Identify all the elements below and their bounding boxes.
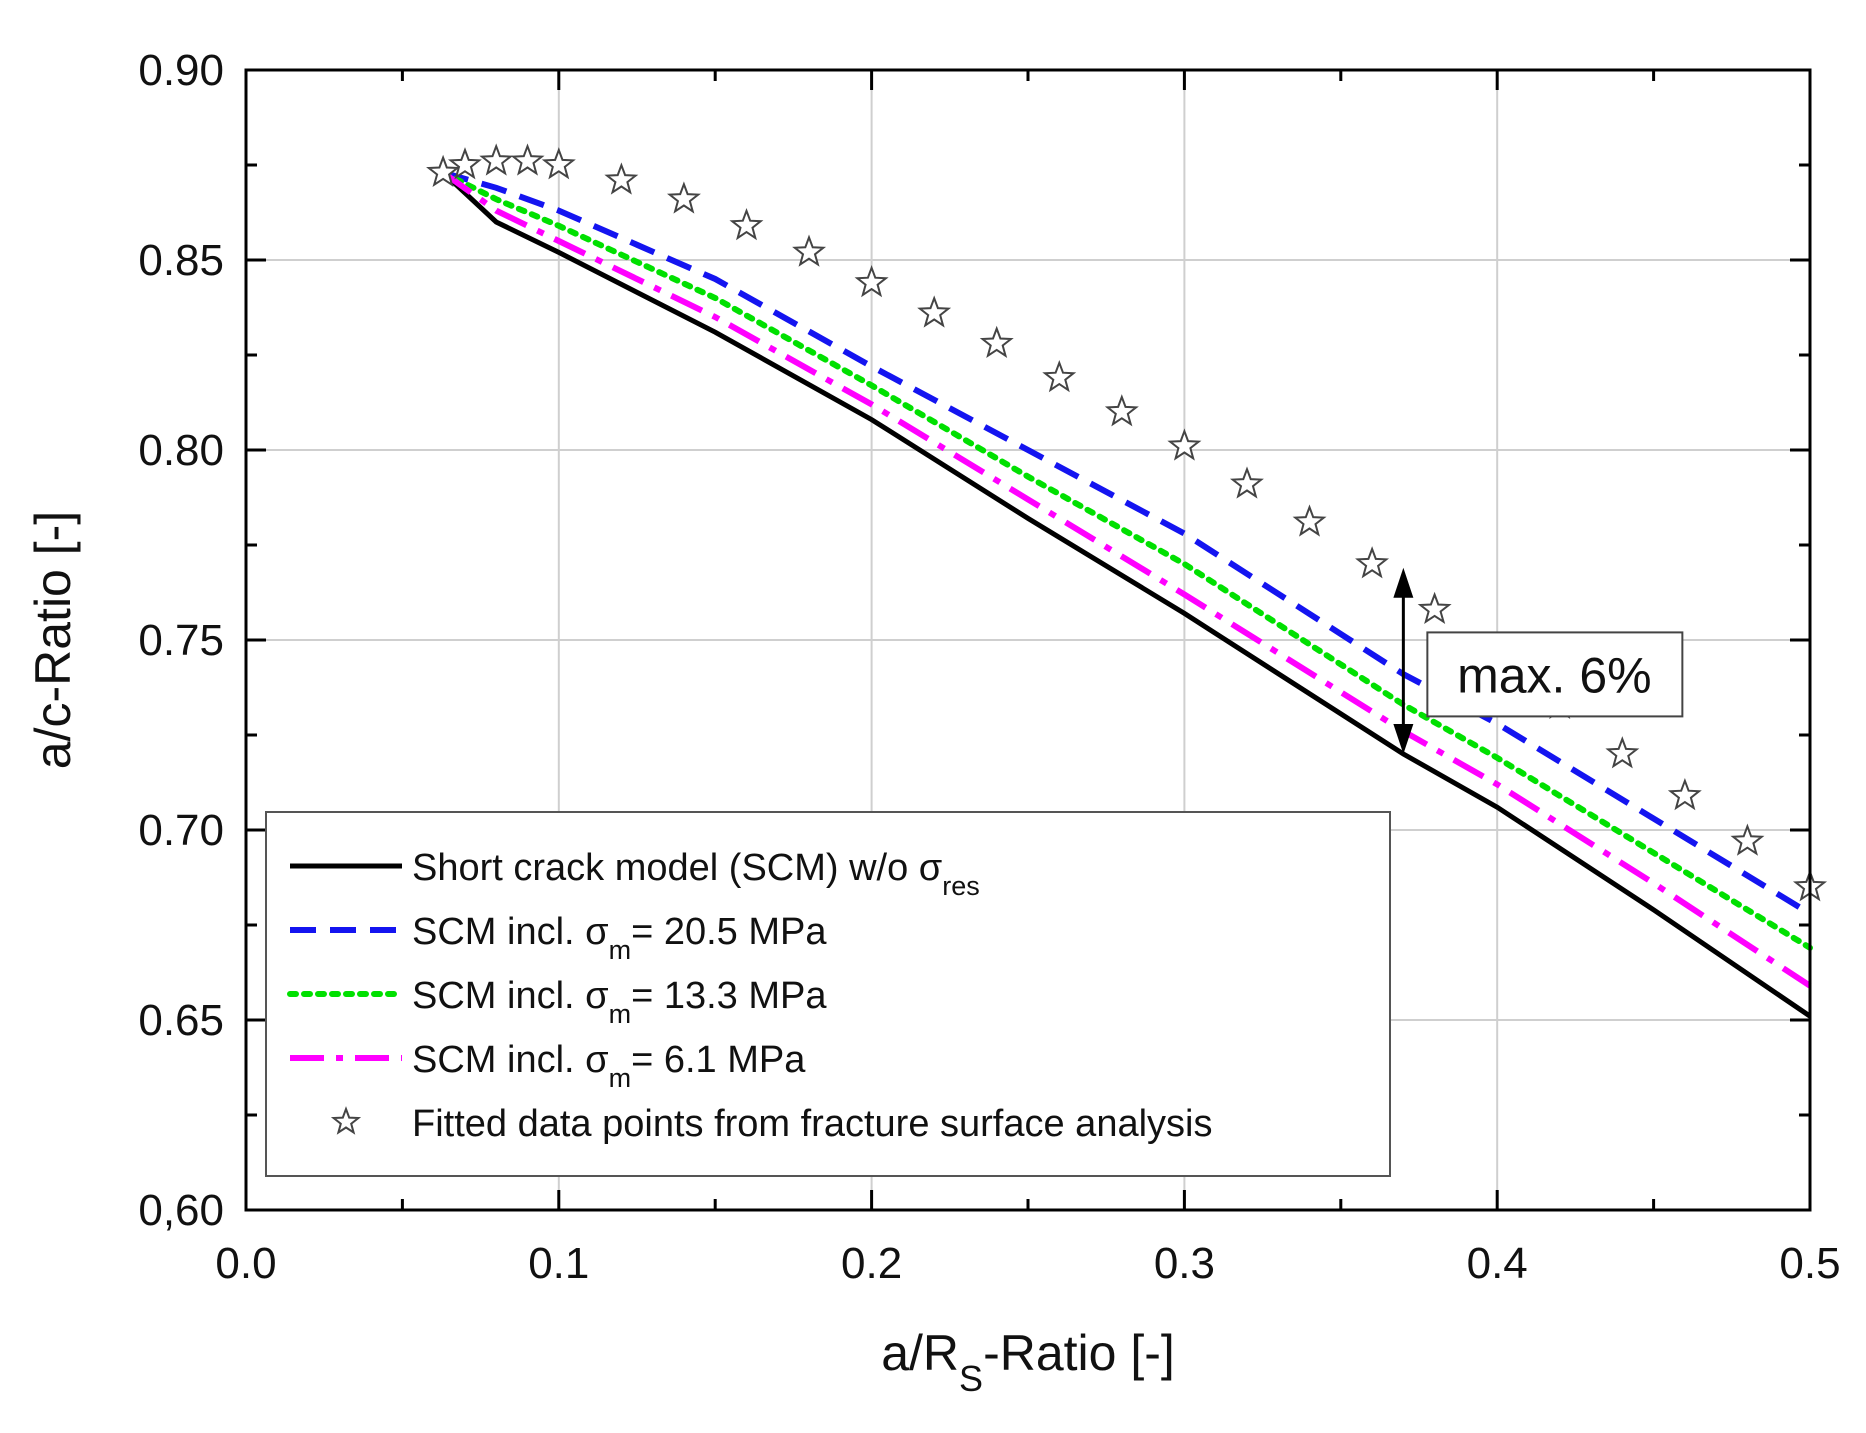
data-point-star [1292, 504, 1327, 537]
data-point-star [979, 325, 1014, 358]
y-tick-label: 0.85 [138, 236, 224, 285]
data-point-star [447, 147, 482, 180]
data-point-star [1229, 466, 1264, 499]
series-line-scm-6.1 [441, 170, 1812, 989]
x-tick-label: 0.1 [528, 1239, 589, 1288]
legend-label: Fitted data points from fracture surface… [412, 1103, 1212, 1145]
data-point-star [917, 295, 952, 328]
annotation-label: max. 6% [1457, 647, 1652, 703]
data-point-star [1605, 736, 1640, 769]
y-tick-label: 0.75 [138, 616, 224, 665]
data-point-star [1730, 823, 1765, 856]
annotation-arrowhead-down [1393, 724, 1414, 754]
legend-swatch [330, 1106, 362, 1135]
series-line-scm-20.5 [442, 169, 1812, 917]
plot-series [426, 143, 1828, 1019]
legend-entry-scm-6.1: SCM incl. σm= 6.1 MPa [290, 1039, 806, 1093]
annotation: max. 6% [1393, 567, 1684, 754]
series-line-scm-13.3 [440, 169, 1813, 951]
data-point-star [479, 143, 514, 176]
data-point-star [854, 264, 889, 298]
x-tick-label: 0.2 [841, 1239, 902, 1288]
x-tick-label: 0.4 [1467, 1239, 1528, 1288]
data-point-star [666, 181, 701, 214]
annotation-box [1426, 631, 1684, 718]
annotation-arrowhead-up [1393, 567, 1414, 598]
axis-ticks: 0.0 0.1 0.2 0.3 0.4 0.5 0,60 0.65 0.70 0.75 0.80 0.… [138, 46, 1840, 1288]
data-point-star [541, 147, 576, 180]
y-axis-title: a/c-Ratio [-] [25, 511, 81, 769]
data-point-star [1104, 394, 1139, 427]
y-tick-label: 0.80 [138, 426, 224, 475]
data-point-star [1042, 359, 1077, 393]
data-point-star [729, 207, 764, 241]
y-tick-label: 0.65 [138, 996, 224, 1045]
data-point-star [510, 143, 545, 176]
y-tick-label: 0.90 [138, 46, 224, 95]
x-axis-title: a/RS-Ratio [-] [881, 1325, 1175, 1399]
series-line-scm [441, 170, 1812, 1019]
legend-entry-fitted: Fitted data points from fracture surface… [330, 1103, 1212, 1145]
data-point-star [1417, 591, 1452, 624]
legend-box [265, 811, 1391, 1177]
x-tick-label: 0.5 [1779, 1239, 1840, 1288]
x-tick-label: 0.3 [1154, 1239, 1215, 1288]
y-tick-label: 0.70 [138, 806, 224, 855]
data-point-star [792, 234, 827, 267]
data-point-star [1167, 428, 1202, 461]
x-tick-label: 0.0 [215, 1239, 276, 1288]
data-point-star [1667, 777, 1702, 811]
y-tick-label: 0,60 [138, 1186, 224, 1235]
data-point-star [426, 154, 461, 187]
data-point-star [1355, 546, 1390, 579]
data-point-star [604, 162, 639, 195]
